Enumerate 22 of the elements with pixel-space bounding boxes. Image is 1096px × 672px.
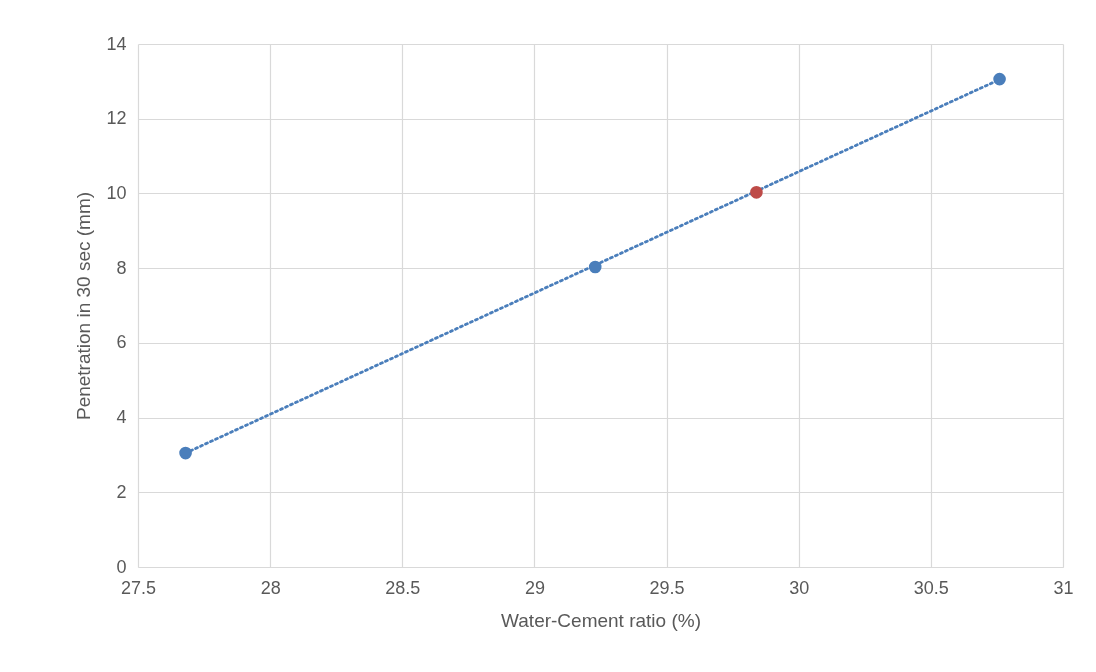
y-tick-label: 0 [116,556,127,577]
point [993,72,1006,86]
x-tick-label: 30 [789,577,810,598]
x-tick-label: 31 [1053,577,1074,598]
y-tick-label: 4 [116,407,127,428]
y-tick-label: 6 [116,332,127,353]
point [588,260,602,274]
x-tick-label: 30.5 [913,577,949,598]
y-tick-label: 12 [106,108,127,129]
x-tick-label: 28 [260,577,281,598]
x-tick-label: 29 [524,577,545,598]
x-tick-label: 28.5 [385,577,421,598]
y-tick-label: 8 [116,257,127,278]
y-tick-label: 2 [116,481,127,502]
point [179,446,192,460]
y-axis-title: Penetration in 30 sec (mm) [73,191,95,421]
x-tick-label: 29.5 [649,577,685,598]
x-axis-title: Water-Cement ratio (%) [501,609,701,631]
y-tick-label: 14 [106,33,127,54]
x-tick-label: 27.5 [120,577,157,598]
y-tick-label: 10 [106,182,127,203]
point [750,186,763,199]
